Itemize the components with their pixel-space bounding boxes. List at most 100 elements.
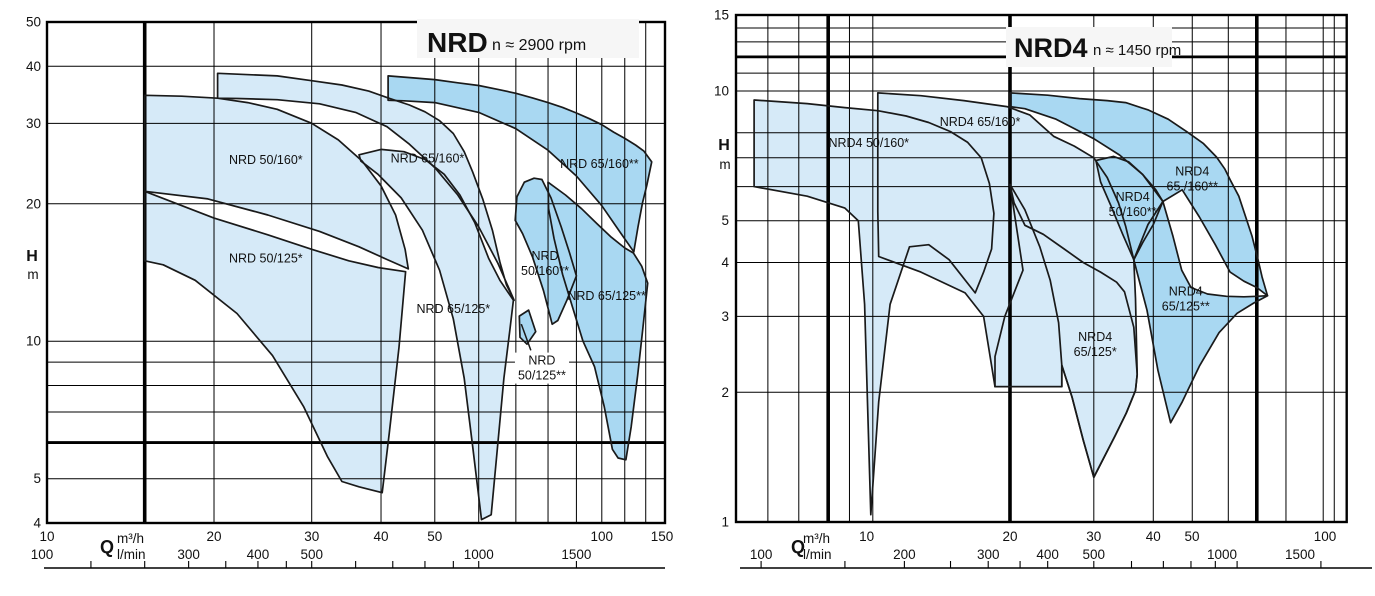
region-label-nrd-65-125-: NRD 65/125* bbox=[417, 302, 491, 316]
x-tick-lmin: 500 bbox=[1083, 547, 1106, 562]
region-outlines bbox=[143, 72, 653, 521]
y-tick-label: 4 bbox=[33, 516, 41, 531]
x-tick-m3h: 20 bbox=[206, 529, 221, 544]
x-tick-m3h: 100 bbox=[591, 529, 614, 544]
x-axis-labels: 10 20 30 40 50 100 150 100 300 400 500 1000 1500 bbox=[31, 529, 674, 562]
region-label-nrd-65-125-: NRD 65/125** bbox=[567, 289, 646, 303]
x-axis-quantity: Q bbox=[100, 537, 114, 557]
title-block-nrd: NRD n ≈ 2900 rpm bbox=[417, 19, 639, 58]
y-tick-label: 40 bbox=[26, 59, 41, 74]
chart-title: NRD bbox=[427, 27, 488, 58]
region-outline-nrd-50-160- bbox=[514, 177, 578, 326]
gridlines bbox=[47, 22, 665, 523]
x-tick-m3h: 30 bbox=[304, 529, 319, 544]
x-tick-lmin: 200 bbox=[893, 547, 916, 562]
y-tick-label: 15 bbox=[714, 8, 729, 23]
x-tick-m3h: 100 bbox=[1314, 529, 1337, 544]
region-label-text: 50/125** bbox=[518, 369, 566, 383]
region-outline-nrd4-65-125- bbox=[1132, 200, 1269, 424]
x-tick-lmin: 300 bbox=[177, 547, 200, 562]
chart-subtitle: n ≈ 2900 rpm bbox=[492, 37, 586, 54]
label-bg bbox=[514, 352, 570, 384]
region-fill-nrd4-65-125- bbox=[1133, 201, 1268, 423]
x-tick-m3h: 10 bbox=[39, 529, 54, 544]
region-fill-nrd-65-160- bbox=[388, 75, 652, 252]
title-box bbox=[1006, 27, 1172, 67]
x-tick-lmin: 1000 bbox=[1207, 547, 1237, 562]
region-label-nrd4-50-160-: NRD4 50/160* bbox=[828, 136, 909, 150]
x-axis-labels: 10 20 30 40 50 100 100 200 300 400 500 1000 1500 bbox=[750, 529, 1336, 562]
y-tick-label: 2 bbox=[721, 385, 729, 400]
y-axis-quantity: H bbox=[718, 137, 730, 154]
region-outline-nrd-65-125- bbox=[358, 148, 515, 521]
y-tick-label: 50 bbox=[26, 14, 41, 29]
y-axis-labels: 15 10 5 4 3 2 1 Hm bbox=[714, 8, 731, 530]
region-label-text: NRD4 bbox=[1175, 164, 1209, 178]
label-leader-line bbox=[520, 323, 532, 351]
y-tick-label: 1 bbox=[721, 515, 729, 530]
x-axis-unit-m3h: m³/h bbox=[803, 531, 830, 546]
x-tick-lmin: 500 bbox=[300, 547, 323, 562]
region-outline-nrd-65-160- bbox=[216, 72, 515, 302]
x-tick-m3h: 20 bbox=[1002, 529, 1017, 544]
y-tick-label: 5 bbox=[33, 471, 41, 486]
y-axis-unit: m bbox=[27, 267, 38, 282]
chart-nrd: 50 40 30 20 10 5 4 Hm 10 20 30 40 50 100 150 100 300 400 5… bbox=[26, 14, 674, 569]
x-tick-lmin: 100 bbox=[31, 547, 54, 562]
region-label-text: NRD 65/160** bbox=[560, 157, 639, 171]
plot-border bbox=[45, 20, 667, 525]
region-label-nrd-50-125-: NRD 50/125* bbox=[229, 252, 303, 266]
x-tick-m3h: 30 bbox=[1086, 529, 1101, 544]
chart-title: NRD4 bbox=[1014, 33, 1088, 63]
y-tick-label: 5 bbox=[721, 213, 729, 228]
region-label-text: NRD 65/160* bbox=[391, 151, 465, 165]
region-label-nrd4-65-160-: NRD4 65/160* bbox=[940, 115, 1021, 129]
y-tick-label: 30 bbox=[26, 116, 41, 131]
y-tick-label: 10 bbox=[26, 334, 41, 349]
plot-area-nrd bbox=[47, 22, 665, 523]
region-outline-nrd4-65-125- bbox=[994, 183, 1139, 479]
region-label-text: 50/160** bbox=[521, 264, 569, 278]
x-axis-unit-m3h: m³/h bbox=[117, 531, 144, 546]
x-tick-m3h: 40 bbox=[374, 529, 389, 544]
x-axis-unit-lmin: l/min bbox=[117, 547, 146, 562]
curve-line bbox=[1009, 183, 1063, 366]
x-tick-lmin: 400 bbox=[1036, 547, 1059, 562]
region-labels: NRD4 50/160*NRD4 65/160*NRD450/160**NRD4… bbox=[828, 115, 1218, 359]
region-label-text: 50/160** bbox=[1109, 205, 1157, 219]
chart-subtitle: n ≈ 1450 rpm bbox=[1093, 42, 1181, 59]
x-tick-lmin: 1500 bbox=[561, 547, 591, 562]
y-axis-labels: 50 40 30 20 10 5 4 Hm bbox=[26, 14, 42, 530]
region-label-text: NRD4 bbox=[1078, 330, 1112, 344]
x-tick-lmin: 1500 bbox=[1285, 547, 1315, 562]
region-fill-nrd4-65-125- bbox=[995, 184, 1138, 478]
x-axis-unit-lmin: l/min bbox=[803, 547, 832, 562]
region-fills bbox=[144, 73, 652, 520]
region-outline-nrd4-50-160- bbox=[1095, 155, 1164, 261]
region-outline-nrd-50-125- bbox=[518, 309, 537, 346]
region-label-text: NRD4 bbox=[1169, 284, 1203, 298]
region-fill-nrd-50-160- bbox=[515, 178, 577, 325]
region-label-text: NRD 65/125* bbox=[417, 302, 491, 316]
region-label-text: NRD4 50/160* bbox=[828, 136, 909, 150]
region-label-nrd-65-160-: NRD 65/160* bbox=[391, 151, 465, 165]
region-label-text: 65/125** bbox=[1162, 299, 1210, 313]
region-fill-nrd-50-125- bbox=[519, 310, 536, 345]
plot-border bbox=[734, 13, 1348, 524]
region-label-text: NRD bbox=[528, 354, 555, 368]
plot-area-nrd4 bbox=[736, 15, 1347, 522]
region-outline-nrd4-50-160- bbox=[753, 99, 995, 516]
y-tick-label: 4 bbox=[721, 255, 729, 270]
region-label-text: NRD 50/125* bbox=[229, 252, 303, 266]
x-tick-m3h: 40 bbox=[1146, 529, 1161, 544]
y-tick-label: 3 bbox=[721, 309, 729, 324]
region-label-text: 65 /160** bbox=[1167, 179, 1219, 193]
